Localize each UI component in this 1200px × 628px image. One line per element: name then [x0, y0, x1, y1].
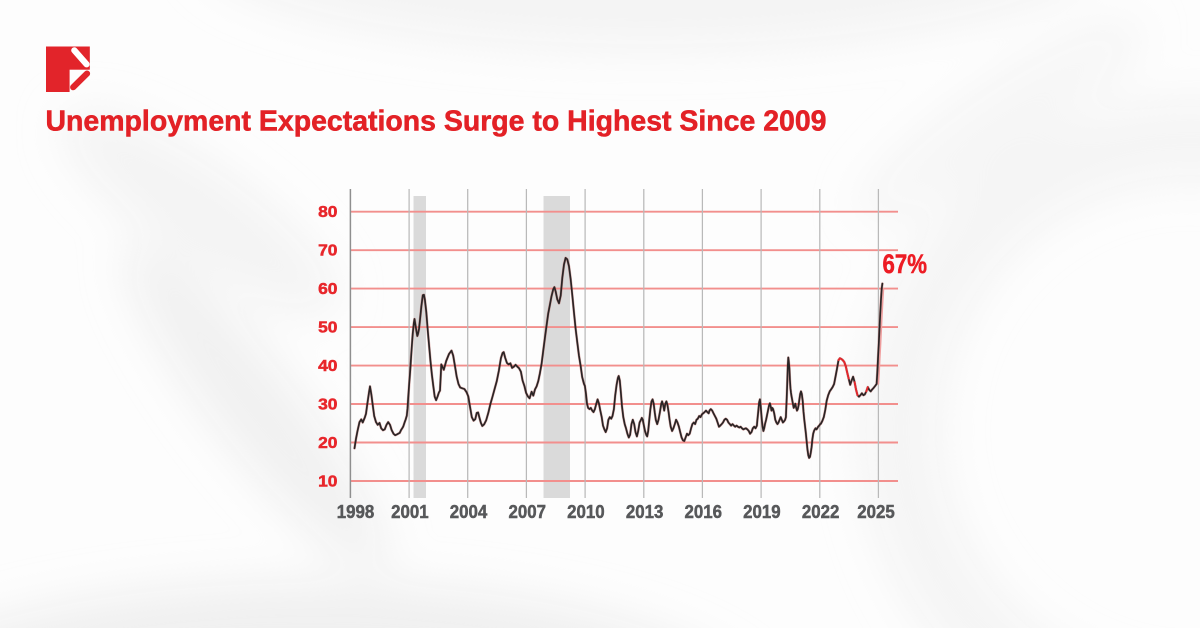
svg-text:10: 10 — [318, 474, 338, 491]
svg-text:2019: 2019 — [743, 501, 781, 522]
svg-text:80: 80 — [318, 204, 338, 221]
svg-text:2022: 2022 — [802, 501, 840, 522]
svg-text:67%: 67% — [883, 249, 928, 279]
svg-text:30: 30 — [318, 397, 338, 414]
svg-text:Unemployment Expectations Surg: Unemployment Expectations Surge to Highe… — [46, 106, 827, 138]
svg-text:2007: 2007 — [508, 501, 546, 522]
svg-text:60: 60 — [318, 281, 338, 298]
svg-text:2025: 2025 — [857, 501, 895, 522]
svg-text:70: 70 — [318, 243, 338, 260]
svg-text:2016: 2016 — [684, 501, 722, 522]
svg-text:2013: 2013 — [626, 501, 664, 522]
svg-text:2010: 2010 — [567, 501, 605, 522]
svg-text:40: 40 — [318, 358, 338, 375]
svg-text:1998: 1998 — [337, 501, 375, 522]
svg-text:50: 50 — [318, 320, 338, 337]
svg-text:20: 20 — [318, 435, 338, 452]
svg-text:2004: 2004 — [450, 501, 488, 522]
svg-text:2001: 2001 — [391, 501, 429, 522]
